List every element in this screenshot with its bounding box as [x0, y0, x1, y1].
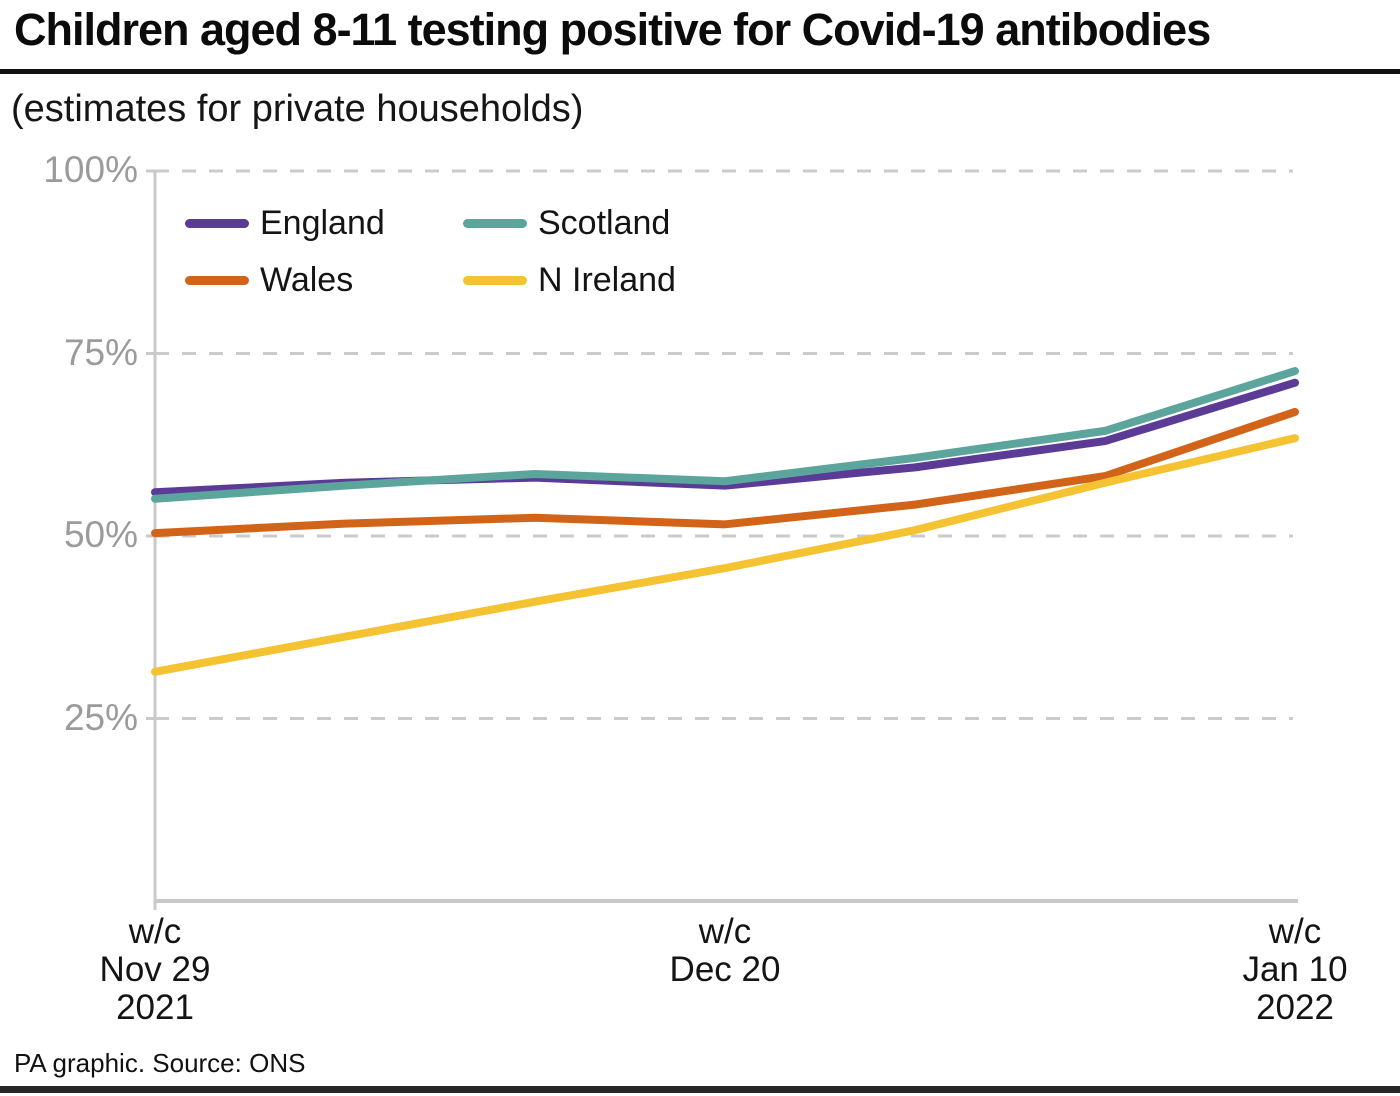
legend-item-wales: Wales [185, 260, 354, 299]
legend-item-n-ireland: N Ireland [463, 260, 676, 299]
n-ireland-line-swatch [463, 275, 527, 285]
legend-item-england: England [185, 203, 385, 242]
scotland-line-swatch [463, 218, 527, 228]
source-credit: PA graphic. Source: ONS [14, 1048, 306, 1078]
y-axis-label: 25% [63, 696, 138, 738]
x-axis-label-line: 2021 [116, 988, 194, 1027]
page-subtitle: (estimates for private households) [11, 88, 584, 130]
x-axis-label-line: 2022 [1256, 988, 1334, 1027]
legend-label-scotland: Scotland [538, 203, 671, 242]
footer-divider [0, 1086, 1400, 1093]
x-axis-label-line: w/c [698, 912, 752, 951]
x-axis-label-line: Dec 20 [669, 950, 781, 989]
title-divider [0, 69, 1400, 74]
line-wales [151, 407, 1299, 538]
wales-line-swatch [185, 275, 249, 285]
legend-item-scotland: Scotland [463, 203, 671, 242]
line-scotland [151, 367, 1299, 503]
y-axis-label: 50% [63, 514, 138, 555]
england-line-swatch [185, 218, 249, 228]
x-axis-label: w/c Dec 20 [595, 913, 855, 989]
x-axis-label-line: Nov 29 [99, 950, 211, 989]
line-n-ireland [151, 434, 1299, 676]
x-axis-label-line: w/c [1268, 912, 1322, 951]
legend-label-wales: Wales [260, 260, 354, 299]
legend-label-n-ireland: N Ireland [538, 260, 676, 299]
legend-label-england: England [260, 203, 385, 242]
y-axis-label: 100% [43, 149, 138, 190]
x-axis-label-line: Jan 10 [1242, 950, 1348, 989]
x-axis-label: w/c Jan 10 2022 [1165, 913, 1400, 1027]
page-title: Children aged 8-11 testing positive for … [14, 4, 1211, 55]
y-axis-label: 75% [63, 331, 138, 373]
x-axis-label: w/c Nov 29 2021 [25, 913, 285, 1027]
x-axis-label-line: w/c [128, 912, 182, 951]
